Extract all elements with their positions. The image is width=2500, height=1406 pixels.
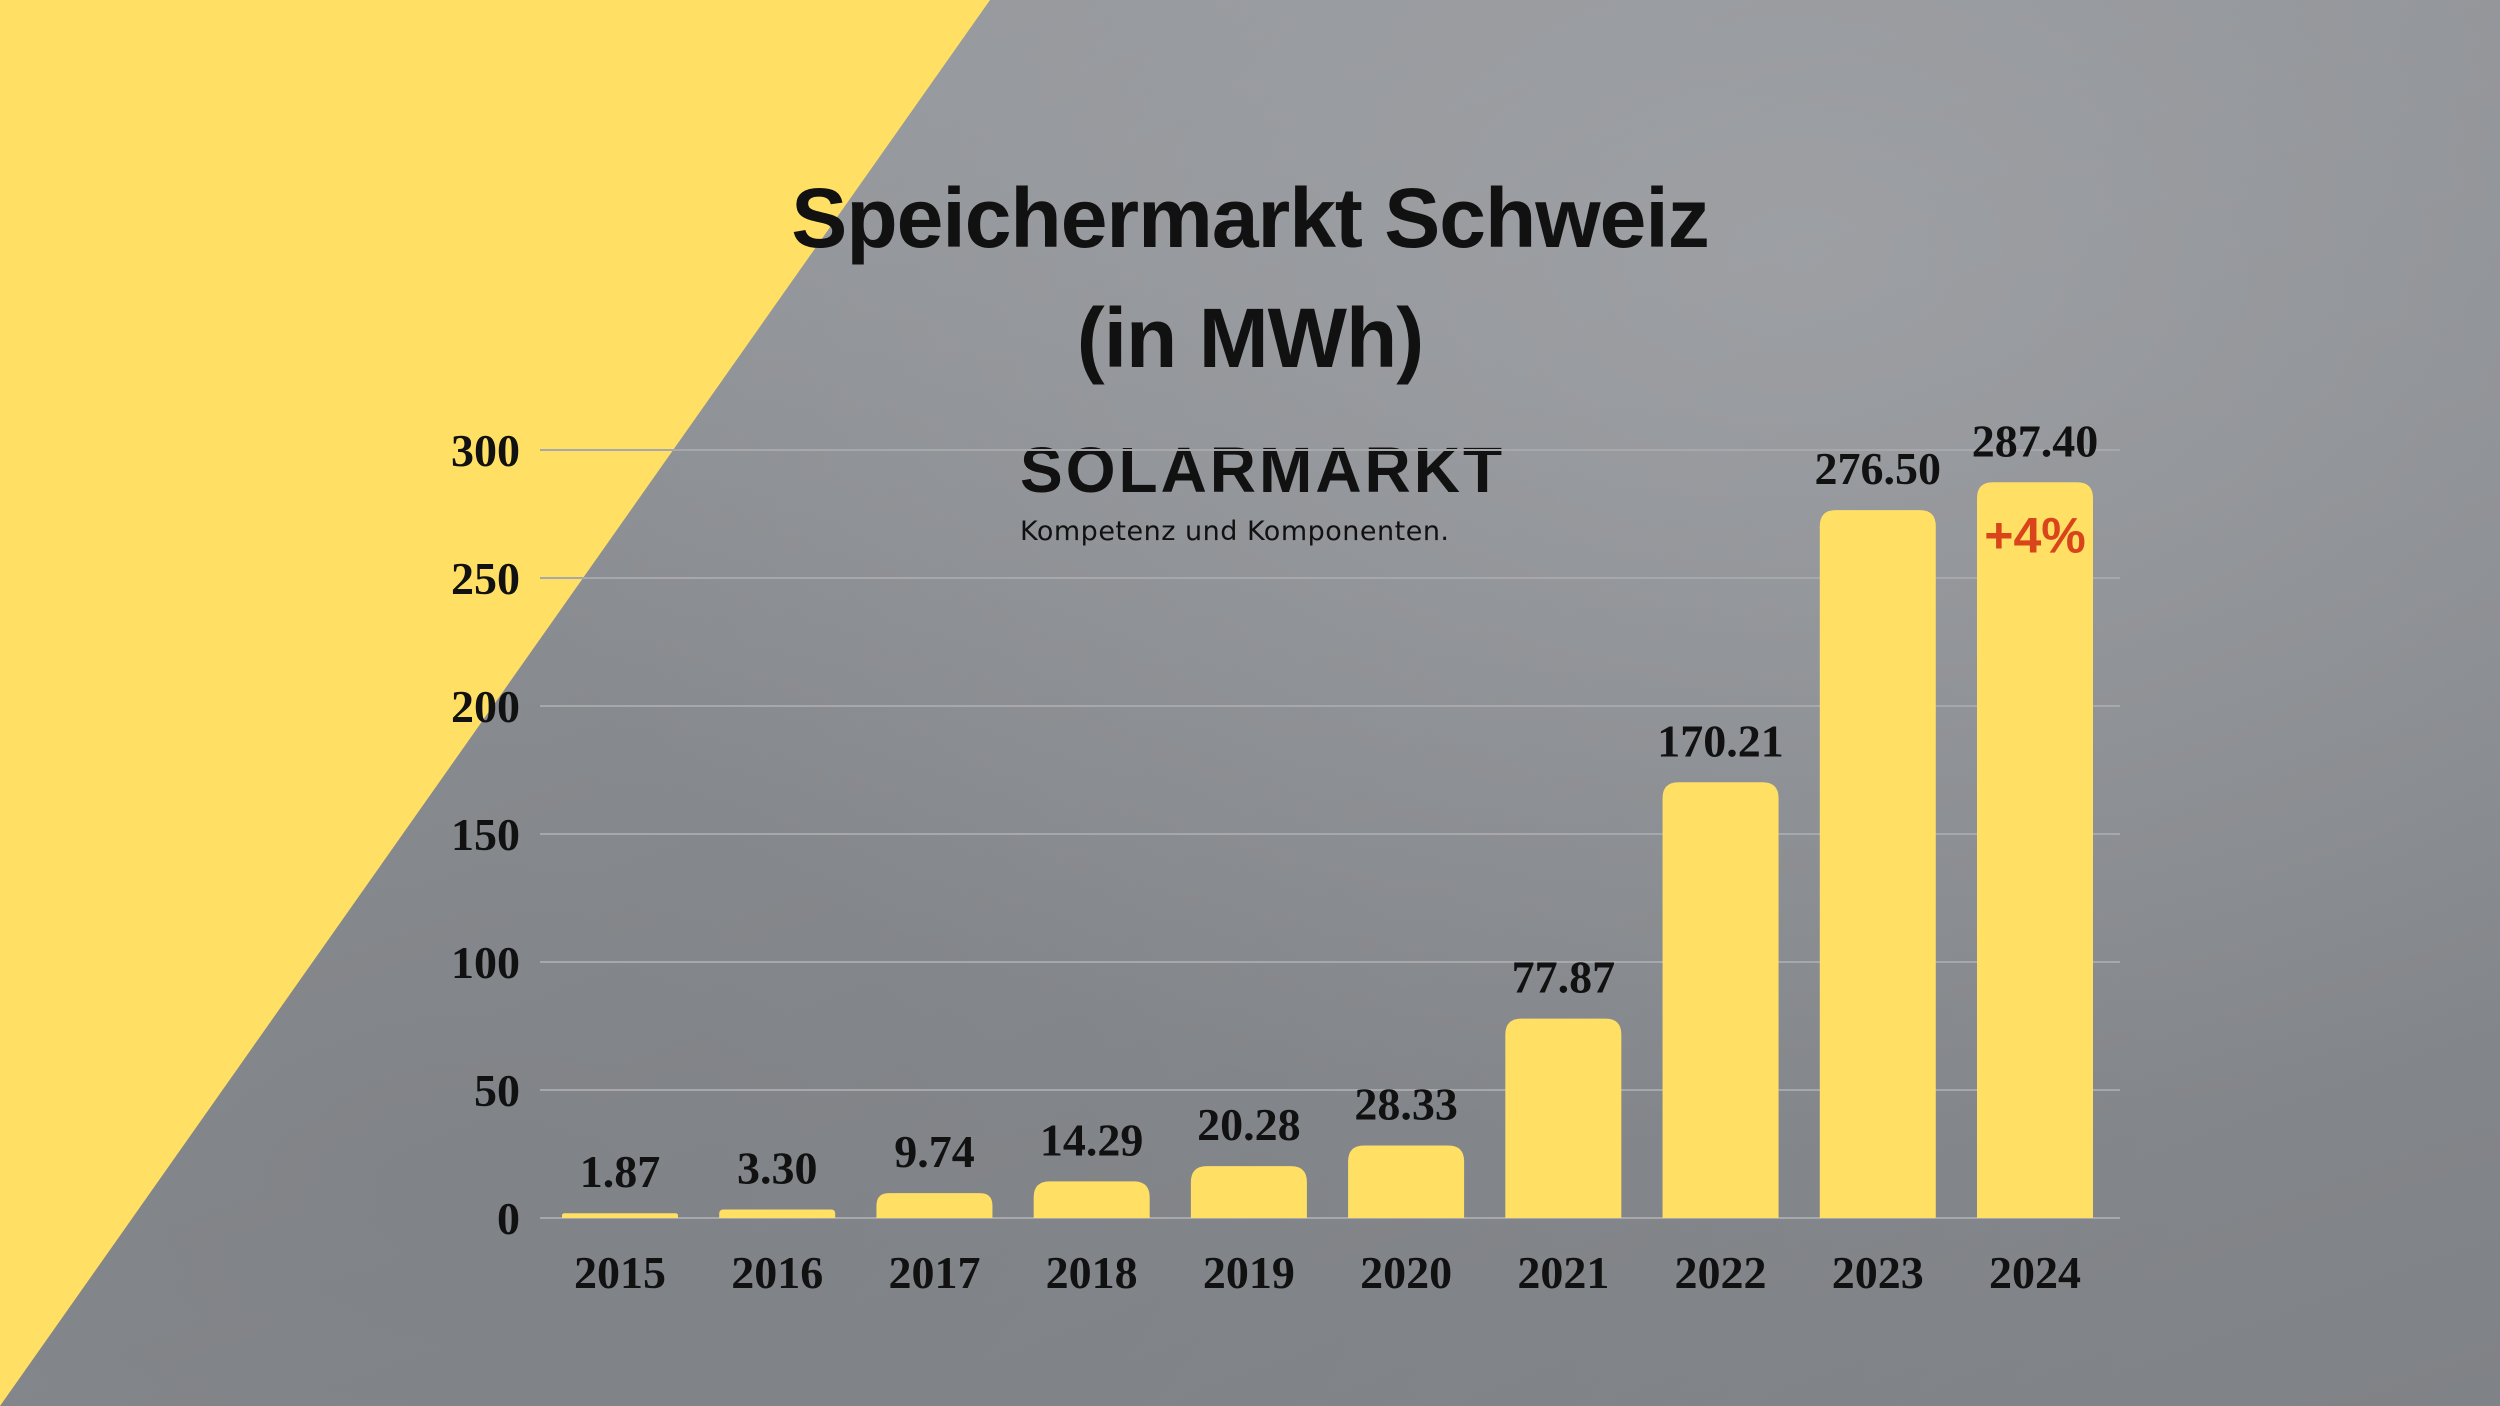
bar xyxy=(1662,782,1779,1218)
growth-annotation: +4% xyxy=(1984,507,2085,563)
bar xyxy=(1190,1166,1307,1218)
y-tick-label: 250 xyxy=(451,553,520,604)
chart-title: Speichermarkt Schweiz xyxy=(791,171,1709,265)
data-label: 28.33 xyxy=(1354,1078,1458,1129)
y-tick-label: 50 xyxy=(474,1065,520,1116)
bar xyxy=(1348,1145,1465,1218)
y-tick-label: 0 xyxy=(497,1193,520,1244)
y-tick-label: 200 xyxy=(451,681,520,732)
data-label: 14.29 xyxy=(1040,1114,1144,1165)
bar xyxy=(562,1213,678,1218)
data-label: 77.87 xyxy=(1512,952,1616,1003)
logo-name: SOLARMARKT xyxy=(1020,434,1506,506)
data-label: 3.30 xyxy=(737,1143,818,1194)
x-tick-label: 2019 xyxy=(1203,1247,1295,1298)
x-tick-label: 2024 xyxy=(1989,1247,2081,1298)
data-label: 170.21 xyxy=(1657,715,1784,766)
x-tick-label: 2020 xyxy=(1360,1247,1452,1298)
x-tick-label: 2022 xyxy=(1675,1247,1767,1298)
x-tick-label: 2018 xyxy=(1046,1247,1138,1298)
x-tick-label: 2017 xyxy=(888,1247,980,1298)
logo-tagline: Kompetenz und Komponenten. xyxy=(1020,516,1450,547)
bar xyxy=(719,1209,836,1218)
chart-subtitle: (in MWh) xyxy=(1076,291,1425,385)
x-tick-label: 2016 xyxy=(731,1247,823,1298)
bar xyxy=(1977,482,2093,1219)
x-tick-label: 2021 xyxy=(1517,1247,1609,1298)
bar xyxy=(876,1193,993,1218)
data-label: 1.87 xyxy=(580,1146,661,1197)
data-label: 276.50 xyxy=(1815,443,1942,494)
y-tick-label: 100 xyxy=(451,937,520,988)
data-label: 20.28 xyxy=(1197,1099,1301,1150)
y-tick-label: 300 xyxy=(451,425,520,476)
bar xyxy=(1819,510,1936,1218)
bar xyxy=(1505,1018,1622,1218)
bar xyxy=(1033,1181,1150,1218)
data-label: 9.74 xyxy=(894,1126,975,1177)
solarmarkt-logo: SOLARMARKT Kompetenz und Komponenten. xyxy=(1020,438,1505,547)
data-label: 287.40 xyxy=(1972,415,2099,466)
x-tick-label: 2015 xyxy=(574,1247,666,1298)
x-tick-label: 2023 xyxy=(1832,1247,1924,1298)
y-tick-label: 150 xyxy=(451,809,520,860)
